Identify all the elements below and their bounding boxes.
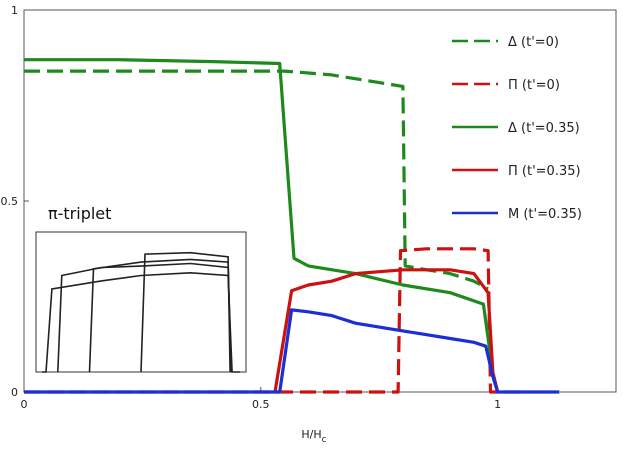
legend: Δ (t'=0) Π (t'=0) Δ (t'=0.35) Π (t'=0.35) M … — [452, 35, 582, 222]
x-tick-label: 1 — [494, 398, 501, 411]
x-axis-label-main: H/H — [301, 428, 321, 441]
x-tick-label: 0 — [21, 398, 28, 411]
series-line — [273, 268, 500, 393]
legend-label: Π (t'=0) — [508, 78, 560, 93]
legend-label: M (t'=0.35) — [508, 207, 582, 222]
series-line — [24, 58, 500, 393]
y-tick-label: 0.5 — [1, 195, 19, 208]
series-layer — [24, 58, 560, 394]
series-line — [24, 308, 560, 394]
inset-curve — [140, 251, 231, 373]
inset-plot: π-triplet — [35, 204, 247, 373]
x-axis-label: H/Hc — [301, 428, 326, 445]
y-tick-label: 0 — [11, 386, 18, 399]
x-tick-label: 0.5 — [252, 398, 270, 411]
inset-title: π-triplet — [48, 204, 111, 223]
legend-label: Δ (t'=0.35) — [508, 121, 580, 136]
x-axis-label-sub: c — [322, 435, 327, 445]
legend-label: Δ (t'=0) — [508, 35, 559, 50]
y-axis-ticks: 00.51 — [1, 4, 29, 399]
legend-label: Π (t'=0.35) — [508, 164, 581, 179]
y-tick-label: 1 — [11, 4, 18, 17]
series-line — [24, 69, 489, 291]
